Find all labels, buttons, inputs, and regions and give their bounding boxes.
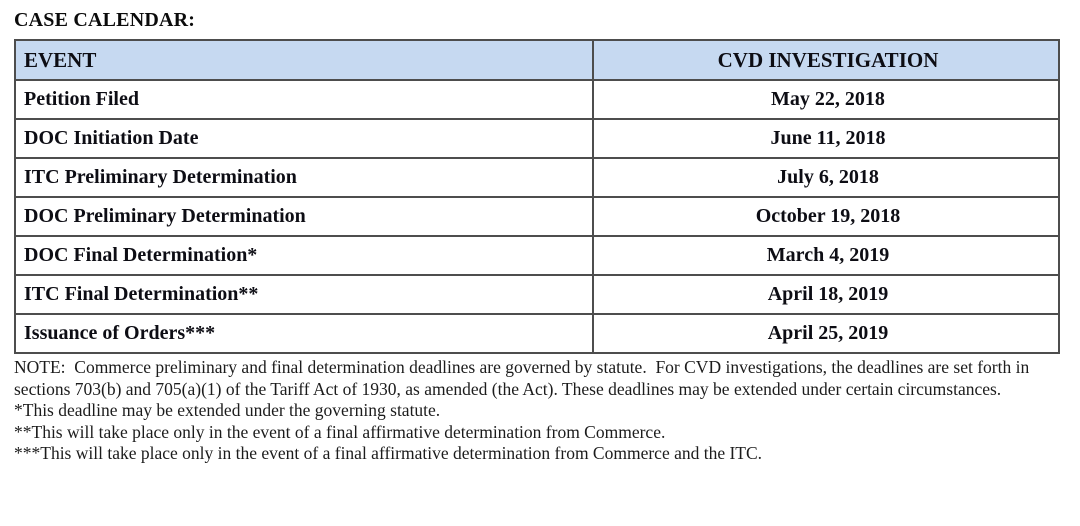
table-row: DOC Initiation Date June 11, 2018 [14,118,1060,159]
date-cell: June 11, 2018 [592,118,1060,159]
date-cell: May 22, 2018 [592,79,1060,120]
case-calendar-table: EVENT CVD INVESTIGATION Petition Filed M… [14,39,1060,354]
table-row: Issuance of Orders*** April 25, 2019 [14,313,1060,354]
event-cell: DOC Preliminary Determination [14,196,594,237]
table-header-row: EVENT CVD INVESTIGATION [14,39,1060,81]
table-row: Petition Filed May 22, 2018 [14,79,1060,120]
note-paragraph: NOTE: Commerce preliminary and final det… [14,357,1034,399]
event-cell: DOC Initiation Date [14,118,594,159]
date-cell: April 18, 2019 [592,274,1060,315]
date-cell: July 6, 2018 [592,157,1060,198]
footnote-line: **This will take place only in the event… [14,421,666,442]
column-header-cvd-investigation: CVD INVESTIGATION [592,39,1060,81]
event-cell: Issuance of Orders*** [14,313,594,354]
page-title: CASE CALENDAR: [14,9,196,31]
footnote-line: *This deadline may be extended under the… [14,400,441,420]
table-row: ITC Preliminary Determination July 6, 20… [14,157,1060,198]
date-cell: October 19, 2018 [592,196,1060,237]
table-row: DOC Preliminary Determination October 19… [14,196,1060,237]
event-cell: ITC Preliminary Determination [14,157,594,198]
footnote-line: ***This will take place only in the even… [14,443,763,463]
event-cell: ITC Final Determination** [14,274,594,315]
event-cell: DOC Final Determination* [14,235,594,276]
event-cell: Petition Filed [14,79,594,120]
table-row: DOC Final Determination* March 4, 2019 [14,235,1060,276]
notes-section: NOTE: Commerce preliminary and final det… [14,357,1076,465]
date-cell: March 4, 2019 [592,235,1060,276]
date-cell: April 25, 2019 [592,313,1060,354]
table-row: ITC Final Determination** April 18, 2019 [14,274,1060,315]
column-header-event: EVENT [14,39,594,81]
